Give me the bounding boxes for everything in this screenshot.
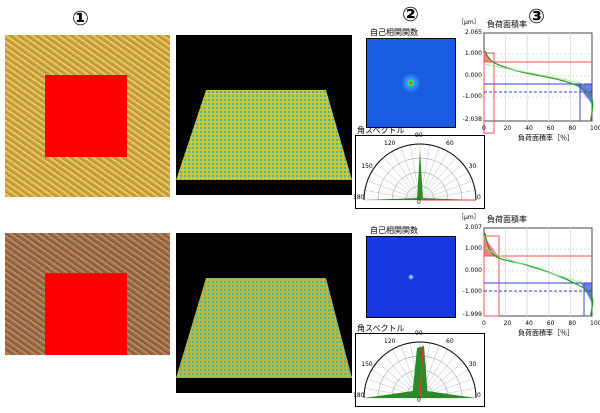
chart-mark [483,235,500,317]
polar-bottom-tick: 0 [417,397,421,404]
chart-mark [484,63,585,85]
y-tick: 2.007 [464,224,482,231]
y-tick: -1.000 [462,93,482,100]
angle-spectrum-plot [355,333,485,407]
polar-tick: 120 [384,140,396,148]
bearing-title: 負荷面積率 [487,20,527,29]
angle-spectrum-label: 角スペクトル [357,126,405,135]
bearing-xlabel: 負荷面積率［％］ [518,329,574,337]
polar-tick: 150 [361,361,373,368]
y-tick: -1.999 [462,311,482,318]
y-tick: 0.000 [464,72,482,79]
polar-mark [367,180,421,201]
bearing-title: 負荷面積率 [487,215,527,224]
polar-tick: 90 [415,330,423,337]
x-tick: 80 [568,125,577,132]
selection-region [45,75,127,157]
x-tick: 100 [590,320,600,327]
polar-mark [419,163,464,201]
polar-mark [363,341,477,399]
autocorrelation-label: 自己相関関数 [370,226,418,235]
x-tick: 20 [503,320,512,327]
marker-2: ② [402,2,419,26]
polar-tick: 180 [353,194,365,201]
marker-3: ③ [528,4,545,28]
polar-mark [419,180,473,201]
autocorrelation-image [366,38,456,128]
polar-tick: 30 [468,361,477,368]
y-tick: -2.038 [462,116,482,123]
x-tick: 40 [525,320,533,327]
chart-mark [484,247,585,284]
polar-mark [391,151,421,201]
chart-mark [576,84,592,104]
angle-spectrum-label: 角スペクトル [357,324,405,333]
polar-mark [419,156,457,201]
chart-mark [484,236,498,256]
polar-tick: 180 [353,392,365,399]
unit-label: ［μm］ [458,19,480,26]
3d-surface-view [176,233,352,393]
polar-mark [383,156,421,201]
y-tick: 1.000 [464,245,482,252]
unit-label: ［μm］ [458,214,480,221]
polar-mark [371,171,421,201]
chart-mark [483,32,593,122]
polar-mark [412,346,428,398]
bearing-area-chart [483,32,594,134]
chart-mark [484,50,594,122]
polar-mark [376,163,421,201]
autocorrelation-image [366,236,456,318]
bearing-area-chart [483,227,594,317]
x-tick: 80 [568,320,577,327]
x-tick: 60 [546,320,555,327]
x-tick: 40 [525,125,533,132]
chart-mark [483,52,495,134]
polar-mark [363,143,477,201]
polar-mark [419,147,440,201]
polar-tick: 60 [446,140,454,148]
polar-mark [419,171,469,201]
3d-surface-view [176,35,352,195]
polar-tick: 0 [477,194,481,201]
selection-region [45,273,127,355]
y-tick: -1.000 [462,288,482,295]
polar-mark [419,345,424,399]
chart-mark [483,227,593,317]
bearing-xlabel: 負荷面積率［％］ [518,134,574,142]
polar-tick: 30 [468,163,477,170]
polar-mark [417,150,423,200]
y-tick: 2.065 [464,29,482,36]
angle-spectrum-plot [355,135,485,209]
x-tick: 60 [546,125,555,132]
x-tick: 0 [482,320,486,327]
autocorrelation-label: 自己相関関数 [370,28,418,37]
polar-tick: 60 [446,338,454,346]
x-tick: 100 [590,125,600,132]
polar-tick: 0 [477,392,481,399]
y-tick: 0.000 [464,267,482,274]
y-tick: 1.000 [464,50,482,57]
polar-mark [400,147,421,201]
polar-tick: 120 [384,338,396,346]
marker-1: ① [72,6,89,30]
polar-tick: 150 [361,163,373,170]
polar-bottom-tick: 0 [417,199,421,206]
polar-tick: 90 [415,132,423,139]
x-tick: 0 [482,125,486,132]
polar-mark [419,151,449,201]
x-tick: 20 [503,125,512,132]
